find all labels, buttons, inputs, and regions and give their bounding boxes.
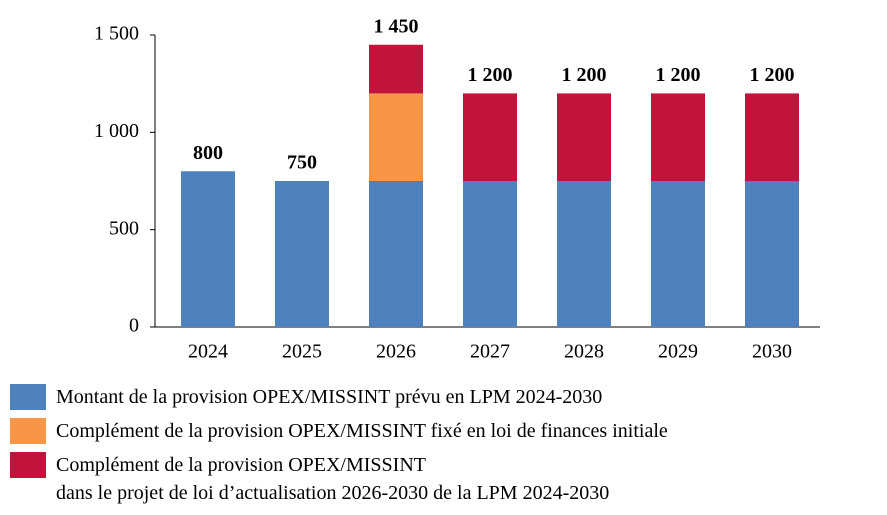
- total-label: 800: [193, 142, 223, 164]
- x-tick-label: 2030: [752, 341, 792, 363]
- total-label: 1 200: [656, 64, 701, 86]
- y-tick-label: 1 000: [94, 120, 139, 142]
- legend-swatch: [10, 452, 46, 478]
- x-tick-label: 2026: [376, 341, 416, 363]
- y-tick-label: 1 500: [94, 23, 139, 45]
- legend-item: Complément de la provision OPEX/MISSINT …: [10, 451, 668, 507]
- bar-segment: [181, 171, 235, 327]
- total-label: 1 200: [750, 64, 795, 86]
- bar-segment: [651, 93, 705, 181]
- x-tick-label: 2027: [470, 341, 510, 363]
- bar-segment: [557, 93, 611, 181]
- bar-segment: [275, 181, 329, 327]
- legend-swatch: [10, 384, 46, 410]
- bar-segment: [369, 44, 423, 94]
- bar-segment: [369, 93, 423, 181]
- bar-segment: [463, 93, 517, 181]
- bar-segment: [557, 181, 611, 327]
- total-label: 1 200: [562, 64, 607, 86]
- bar-segment: [463, 181, 517, 327]
- y-tick-label: 500: [109, 217, 139, 239]
- total-label: 1 450: [374, 15, 419, 37]
- x-tick-label: 2025: [282, 341, 322, 363]
- legend-label: Montant de la provision OPEX/MISSINT pré…: [56, 386, 603, 408]
- chart: 0 500 1 000 1 500 2024 800 2025 750 2026 1 450 202…: [94, 15, 820, 363]
- bar-segment: [369, 181, 423, 327]
- x-tick-label: 2028: [564, 341, 604, 363]
- x-tick-label: 2024: [188, 341, 228, 363]
- legend: Montant de la provision OPEX/MISSINT pré…: [10, 383, 668, 513]
- legend-label: Complément de la provision OPEX/MISSINT …: [56, 454, 610, 504]
- bar-segment: [651, 181, 705, 327]
- legend-item: Complément de la provision OPEX/MISSINT …: [10, 417, 668, 445]
- legend-item: Montant de la provision OPEX/MISSINT pré…: [10, 383, 668, 411]
- x-tick-label: 2029: [658, 341, 698, 363]
- legend-label: Complément de la provision OPEX/MISSINT …: [56, 420, 668, 442]
- bar-segment: [745, 181, 799, 327]
- y-tick-label: 0: [129, 315, 139, 337]
- legend-swatch: [10, 418, 46, 444]
- bar-segment: [745, 93, 799, 181]
- total-label: 750: [287, 152, 317, 174]
- total-label: 1 200: [468, 64, 513, 86]
